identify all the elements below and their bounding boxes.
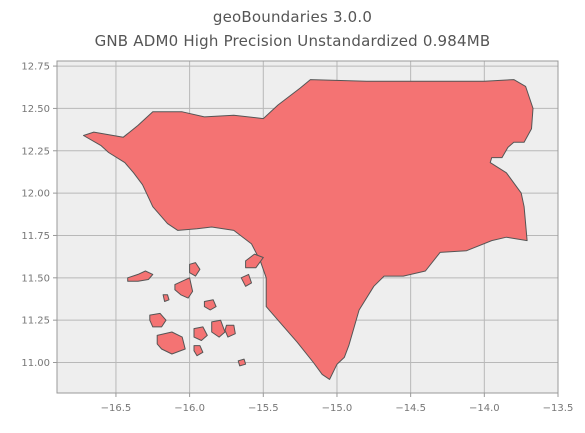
island-shape: [203, 299, 217, 311]
island-shape: [149, 312, 167, 328]
country-shapes: [83, 79, 534, 380]
y-tick-label: 12.25: [21, 146, 50, 157]
plot-frame: [56, 60, 559, 394]
y-tick-label: 11.50: [21, 273, 50, 284]
island-shape: [162, 294, 170, 302]
y-tick-label: 12.75: [21, 62, 50, 73]
island-shape: [193, 345, 204, 357]
x-tick-label: −16.5: [101, 403, 132, 414]
y-tick-label: 11.75: [21, 231, 50, 242]
island-shape: [237, 358, 247, 367]
island-shape: [193, 326, 208, 341]
map-title: geoBoundaries 3.0.0: [212, 8, 373, 26]
x-tick-label: −14.0: [469, 403, 500, 414]
island-shape: [127, 270, 154, 282]
x-tick-label: −15.0: [322, 403, 353, 414]
y-tick-label: 12.50: [21, 104, 50, 115]
mainland-shape: [83, 79, 534, 380]
island-shape: [156, 331, 186, 355]
y-tick-label: 11.00: [21, 358, 50, 369]
x-tick-label: −13.5: [543, 403, 574, 414]
x-tick-label: −15.5: [248, 403, 279, 414]
island-shape: [211, 319, 226, 338]
island-shape: [245, 253, 264, 269]
y-tick-label: 12.00: [21, 189, 50, 200]
map-subtitle: GNB ADM0 High Precision Unstandardized 0…: [94, 32, 491, 50]
island-shape: [174, 277, 194, 299]
y-axis: 11.00 11.25 11.50 11.75 12.00 12.25 12.50 12.75: [21, 62, 57, 369]
island-shape: [189, 262, 201, 277]
island-shape: [224, 324, 236, 338]
x-axis: −16.5 −16.0 −15.5 −15.0 −14.5 −14.0 −13.5: [101, 393, 574, 414]
island-shape: [240, 273, 252, 287]
x-tick-label: −14.5: [395, 403, 426, 414]
x-tick-label: −16.0: [174, 403, 205, 414]
y-tick-label: 11.25: [21, 316, 50, 327]
